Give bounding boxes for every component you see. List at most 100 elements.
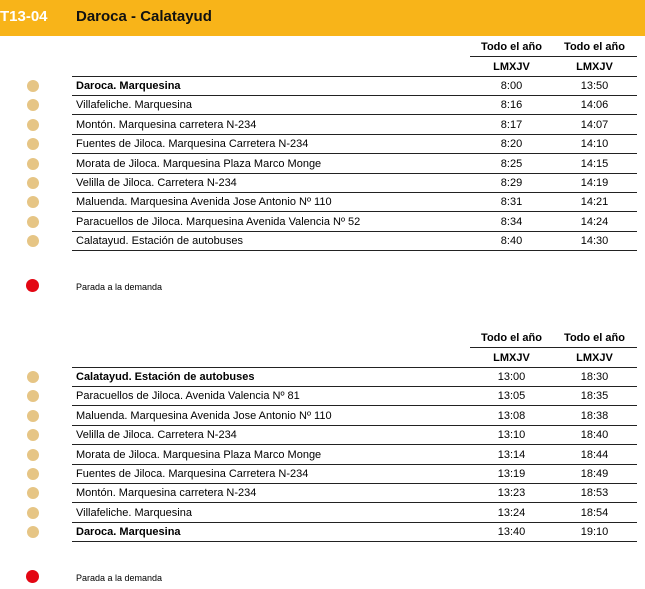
departure-time: 13:19 (497, 468, 526, 480)
stop-dot (27, 390, 39, 403)
departure-time: 14:15 (580, 157, 609, 170)
stop-name: Maluenda. Marquesina Avenida Jose Antoni… (76, 196, 332, 209)
row-rule (72, 133, 637, 135)
departure-time: 14:21 (580, 196, 609, 209)
header-rule (470, 347, 637, 348)
departure-time: 14:24 (580, 215, 609, 228)
stop-name: Fuentes de Jiloca. Marquesina Carretera … (76, 138, 309, 151)
departure-time: 14:07 (580, 118, 609, 131)
column-header: Todo el año (564, 332, 625, 344)
departure-time: 18:44 (580, 448, 609, 461)
stop-dot (27, 80, 39, 92)
row-rule (72, 463, 637, 465)
stop-name: Calatayud. Estación de autobuses (76, 371, 255, 383)
departure-time: 14:30 (580, 235, 609, 248)
departure-time: 8:29 (500, 177, 523, 189)
header-rule (470, 56, 637, 57)
row-rule (72, 483, 637, 484)
stop-name: Fuentes de Jiloca. Marquesina Carretera … (76, 468, 309, 480)
row-rule (72, 386, 637, 387)
stop-dot (27, 448, 39, 461)
departure-time: 14:19 (580, 177, 609, 189)
departure-time: 18:38 (580, 409, 609, 422)
departure-time: 13:40 (497, 526, 526, 539)
stop-dot (27, 526, 39, 539)
route-title: Daroca - Calatayud (76, 8, 212, 25)
departure-time: 8:16 (500, 99, 523, 112)
departure-time: 18:40 (580, 429, 609, 442)
header-bar: T13-04 Daroca - Calatayud (0, 0, 645, 36)
departure-time: 13:05 (497, 390, 526, 403)
row-rule (72, 114, 637, 116)
stop-name: Morata de Jiloca. Marquesina Plaza Marco… (76, 157, 322, 170)
departure-time: 18:35 (580, 390, 609, 403)
on-demand-dot (26, 278, 39, 292)
legend-text: Parada a la demanda (76, 572, 163, 583)
stop-name: Calatayud. Estación de autobuses (76, 235, 243, 248)
stop-dot (27, 506, 39, 519)
departure-time: 13:14 (497, 448, 526, 461)
departure-time: 13:24 (497, 506, 526, 519)
departure-time: 8:31 (500, 196, 523, 209)
departure-time: 8:34 (500, 215, 523, 228)
departure-time: 13:10 (497, 429, 526, 442)
day-header: LMXJV (576, 61, 613, 73)
row-rule (72, 153, 637, 155)
departure-time: 18:49 (580, 468, 609, 480)
row-rule (72, 95, 637, 96)
row-rule (72, 424, 637, 426)
stop-dot (27, 409, 39, 422)
row-rule (72, 444, 637, 446)
stop-name: Maluenda. Marquesina Avenida Jose Antoni… (76, 409, 332, 422)
departure-time: 13:08 (497, 409, 526, 422)
row-rule (72, 521, 637, 523)
stop-name: Morata de Jiloca. Marquesina Plaza Marco… (76, 448, 322, 461)
stop-name: Villafeliche. Marquesina (76, 99, 192, 112)
stop-name: Villafeliche. Marquesina (76, 506, 192, 519)
stop-dot (27, 138, 39, 151)
stop-name: Paracuellos de Jiloca. Marquesina Avenid… (76, 215, 361, 228)
departure-time: 8:00 (500, 80, 523, 92)
stop-dot (27, 429, 39, 442)
day-header: LMXJV (493, 352, 530, 364)
departure-time: 18:30 (580, 371, 609, 383)
row-rule (72, 502, 637, 504)
departure-time: 18:53 (580, 487, 609, 500)
row-rule (72, 250, 637, 252)
stop-name: Daroca. Marquesina (76, 80, 181, 92)
day-header: LMXJV (576, 352, 613, 364)
stop-dot (27, 487, 39, 500)
row-rule (72, 405, 637, 407)
stop-dot (27, 371, 39, 383)
stop-name: Montón. Marquesina carretera N-234 (76, 487, 257, 500)
stop-name: Paracuellos de Jiloca. Avenida Valencia … (76, 390, 300, 403)
departure-time: 19:10 (580, 526, 609, 539)
departure-time: 8:20 (500, 138, 523, 151)
header-rule (72, 367, 637, 368)
column-header: Todo el año (564, 41, 625, 53)
departure-time: 14:10 (580, 138, 609, 151)
departure-time: 13:50 (580, 80, 609, 92)
legend-text: Parada a la demanda (76, 281, 163, 292)
row-rule (72, 230, 637, 232)
route-code: T13-04 (0, 8, 48, 25)
departure-time: 8:25 (500, 157, 523, 170)
stop-dot (27, 235, 39, 248)
stop-dot (27, 157, 39, 170)
stop-name: Daroca. Marquesina (76, 526, 181, 539)
row-rule (72, 211, 637, 213)
departure-time: 18:54 (580, 506, 609, 519)
row-rule (72, 541, 637, 543)
departure-time: 13:23 (497, 487, 526, 500)
column-header: Todo el año (481, 332, 542, 344)
day-header: LMXJV (493, 61, 530, 73)
departure-time: 8:17 (500, 118, 523, 131)
departure-time: 14:06 (580, 99, 609, 112)
column-header: Todo el año (481, 41, 542, 53)
stop-dot (27, 196, 39, 209)
row-rule (72, 172, 637, 174)
stop-dot (27, 177, 39, 189)
row-rule (72, 192, 637, 193)
on-demand-dot (26, 569, 39, 583)
